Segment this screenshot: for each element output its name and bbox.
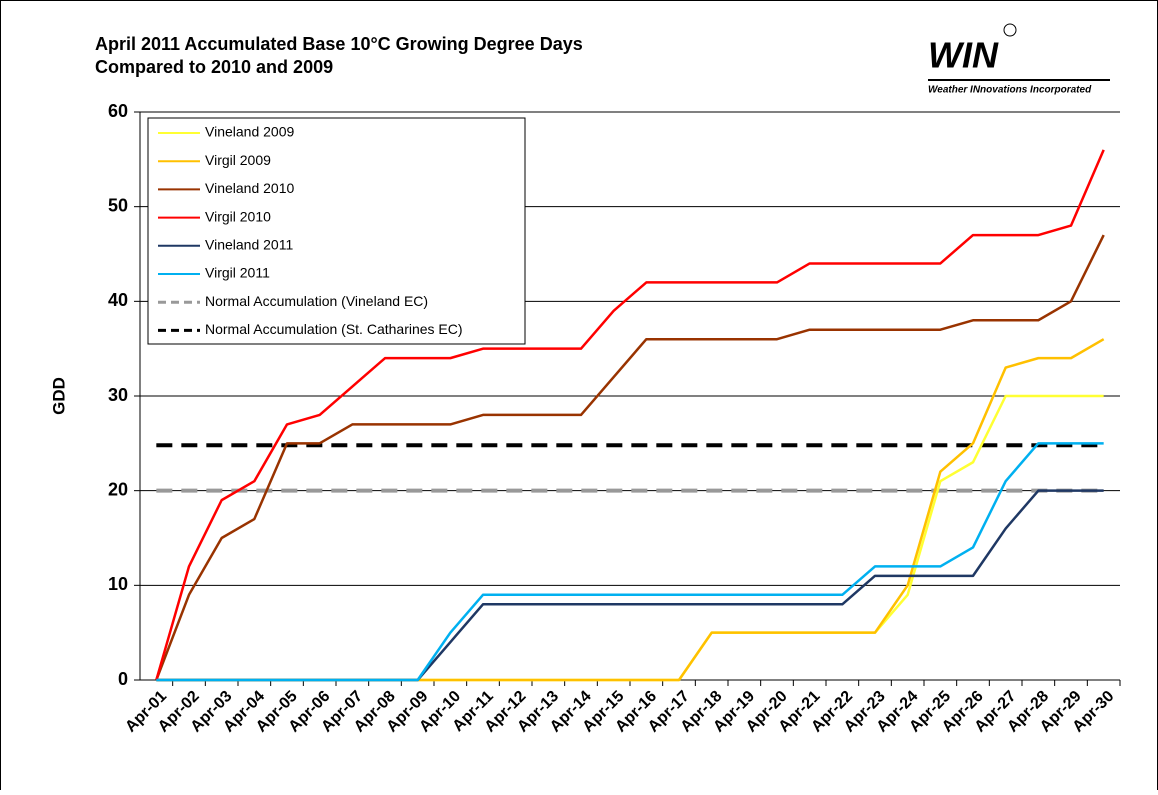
logo-name: WIN [928,35,999,76]
logo: WIN Weather INnovations Incorporated [928,23,1110,96]
y-tick-label: 50 [108,195,128,215]
legend-label: Vineland 2010 [205,180,294,196]
legend-label: Normal Accumulation (Vineland EC) [205,293,428,309]
series-line [155,149,1105,681]
legend-label: Virgil 2009 [205,152,271,168]
chart-subtitle: Compared to 2010 and 2009 [95,57,333,77]
legend-box [147,117,526,345]
legend-label: Virgil 2011 [205,265,270,281]
legend-label: Virgil 2010 [205,208,271,224]
chart-title: April 2011 Accumulated Base 10°C Growing… [95,34,583,54]
legend-label: Vineland 2009 [205,124,294,140]
legend: Vineland 2009 Virgil 2009 Vineland 2010 Vir… [147,117,526,345]
logo-tagline: Weather INnovations Incorporated [928,85,1092,96]
y-tick-label: 40 [108,290,128,310]
legend-label: Vineland 2011 [205,237,293,253]
y-tick-label: 30 [108,385,128,405]
y-tick-label: 10 [108,574,128,594]
y-tick-label: 20 [108,479,128,499]
logo-sun [1003,23,1017,37]
y-tick-label: 0 [118,669,128,689]
series-line [156,442,1104,682]
y-axis-label: GDD [49,377,68,415]
series-line [155,234,1105,681]
y-tick-label: 60 [108,101,128,121]
legend-label: Normal Accumulation (St. Catharines EC) [205,321,463,337]
